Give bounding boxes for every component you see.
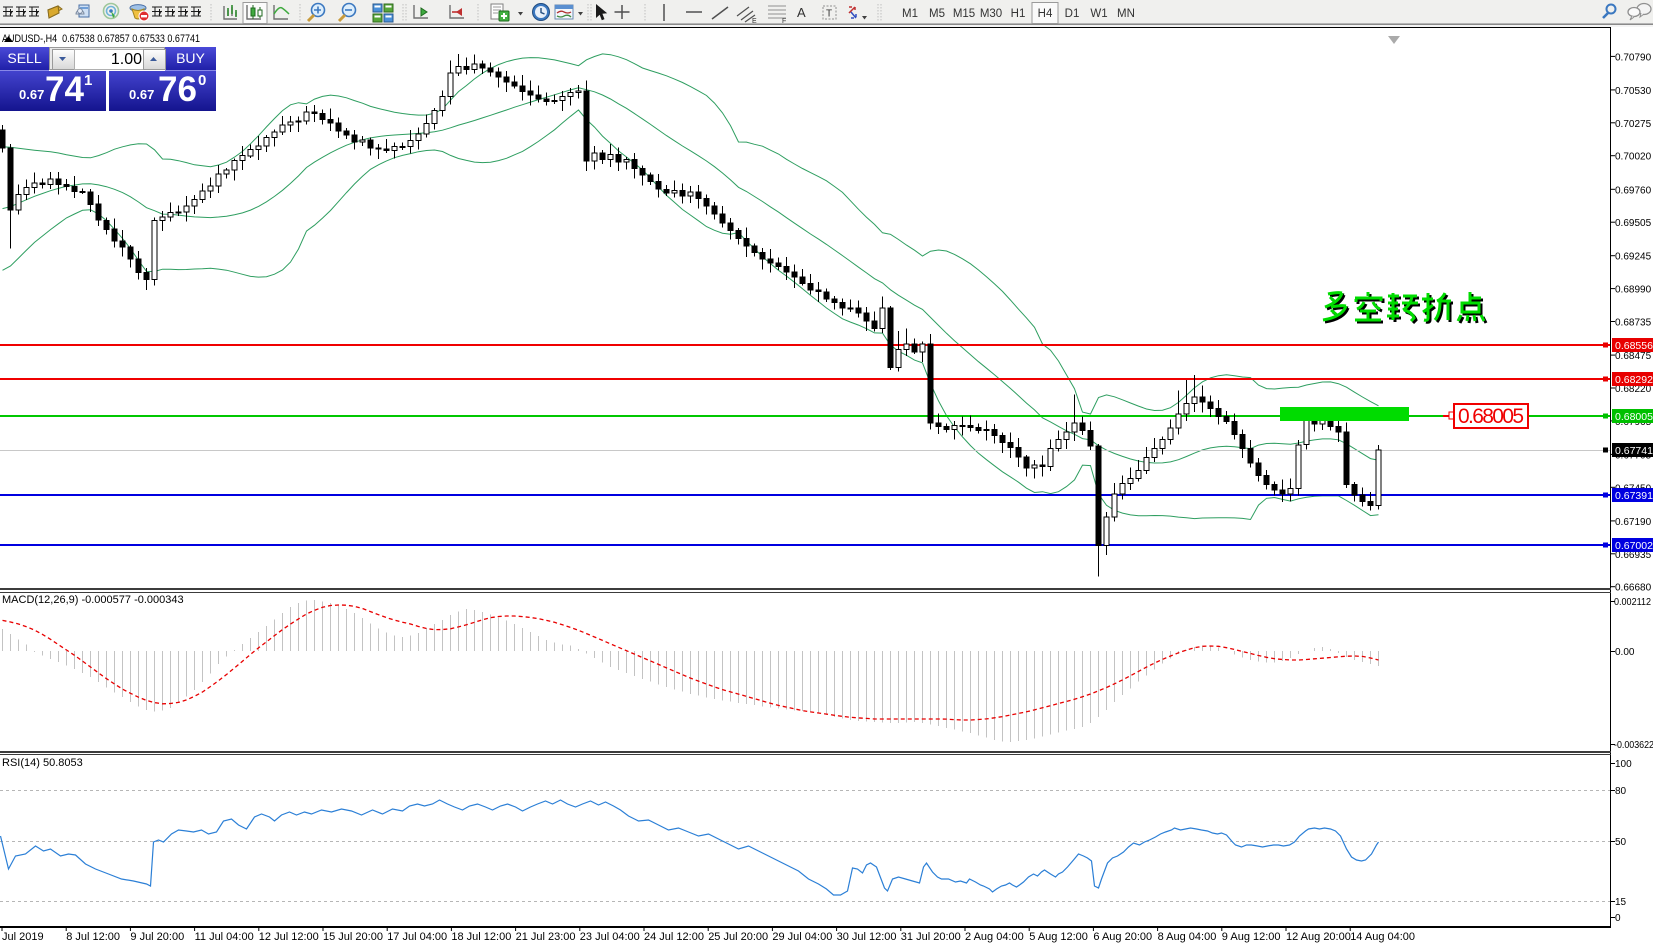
svg-text:14 Aug 04:00: 14 Aug 04:00	[1350, 931, 1415, 943]
svg-text:0.68735: 0.68735	[1615, 318, 1652, 329]
svg-text:H4: H4	[1038, 8, 1053, 20]
svg-text:0.68556: 0.68556	[1615, 340, 1653, 352]
svg-text:18 Jul 12:00: 18 Jul 12:00	[451, 931, 511, 943]
svg-text:100: 100	[1615, 759, 1632, 770]
svg-text:17 Jul 04:00: 17 Jul 04:00	[387, 931, 447, 943]
svg-text:15 Jul 20:00: 15 Jul 20:00	[323, 931, 383, 943]
svg-text:23 Jul 04:00: 23 Jul 04:00	[580, 931, 640, 943]
svg-text:0.70020: 0.70020	[1615, 152, 1652, 163]
svg-text:2 Aug 04:00: 2 Aug 04:00	[965, 931, 1024, 943]
svg-text:M5: M5	[929, 8, 945, 20]
svg-text:31 Jul 20:00: 31 Jul 20:00	[901, 931, 961, 943]
svg-text:50: 50	[1615, 837, 1627, 848]
svg-text:0.66680: 0.66680	[1615, 583, 1652, 594]
svg-text:0.67002: 0.67002	[1615, 540, 1653, 552]
svg-text:11 Jul 04:00: 11 Jul 04:00	[195, 931, 254, 943]
svg-text:-0.003622: -0.003622	[1614, 740, 1653, 751]
svg-text:0: 0	[1615, 913, 1621, 924]
svg-text:8 Jul 12:00: 8 Jul 12:00	[66, 931, 120, 943]
svg-text:21 Jul 23:00: 21 Jul 23:00	[516, 931, 576, 943]
svg-text:F: F	[782, 18, 786, 25]
svg-text:AUDUSD-,H4 0.67538 0.67857 0.: AUDUSD-,H4 0.67538 0.67857 0.67533 0.677…	[2, 33, 200, 45]
svg-text:0.70790: 0.70790	[1615, 52, 1652, 63]
svg-text:0.68990: 0.68990	[1615, 285, 1652, 296]
svg-text:H1: H1	[1011, 8, 1026, 20]
svg-text:T: T	[826, 9, 832, 20]
svg-text:RSI(14) 50.8053: RSI(14) 50.8053	[2, 757, 83, 769]
svg-text:0.67391: 0.67391	[1615, 490, 1653, 502]
svg-text:0.68005: 0.68005	[1615, 411, 1653, 423]
svg-text:0.002112: 0.002112	[1614, 597, 1651, 608]
svg-text:0.70530: 0.70530	[1615, 86, 1652, 97]
svg-text:0.67190: 0.67190	[1615, 517, 1652, 528]
svg-text:A: A	[797, 5, 806, 20]
svg-text:30 Jul 12:00: 30 Jul 12:00	[837, 931, 897, 943]
svg-text:0.66935: 0.66935	[1615, 550, 1652, 561]
svg-text:12 Aug 20:00: 12 Aug 20:00	[1286, 931, 1351, 943]
svg-text:9 Aug 12:00: 9 Aug 12:00	[1222, 931, 1281, 943]
svg-text:8 Aug 04:00: 8 Aug 04:00	[1158, 931, 1217, 943]
svg-text:15: 15	[1615, 897, 1627, 908]
svg-text:0.68475: 0.68475	[1615, 351, 1652, 362]
svg-text:9 Jul 20:00: 9 Jul 20:00	[130, 931, 184, 943]
svg-text:0.69245: 0.69245	[1615, 252, 1652, 263]
svg-text:0.68220: 0.68220	[1615, 384, 1652, 395]
svg-text:M1: M1	[902, 8, 918, 20]
svg-text:W1: W1	[1090, 8, 1107, 20]
svg-text:0.69760: 0.69760	[1615, 185, 1652, 196]
svg-text:6 Aug 20:00: 6 Aug 20:00	[1093, 931, 1152, 943]
svg-text:0.00: 0.00	[1615, 647, 1635, 658]
svg-text:12 Jul 12:00: 12 Jul 12:00	[259, 931, 319, 943]
svg-text:29 Jul 04:00: 29 Jul 04:00	[772, 931, 832, 943]
svg-text:M15: M15	[953, 8, 975, 20]
svg-text:MN: MN	[1117, 8, 1135, 20]
svg-text:MACD(12,26,9) -0.000577 -0.000: MACD(12,26,9) -0.000577 -0.000343	[2, 594, 184, 606]
svg-text:0.67741: 0.67741	[1615, 445, 1653, 457]
svg-text:25 Jul 20:00: 25 Jul 20:00	[708, 931, 768, 943]
svg-text:D1: D1	[1065, 8, 1080, 20]
svg-text:24 Jul 12:00: 24 Jul 12:00	[644, 931, 704, 943]
svg-text:E: E	[752, 18, 757, 25]
svg-text:M30: M30	[980, 8, 1002, 20]
svg-text:0.70275: 0.70275	[1615, 119, 1652, 130]
svg-text:80: 80	[1615, 786, 1627, 797]
svg-text:0.68292: 0.68292	[1615, 374, 1653, 386]
svg-text:0.69505: 0.69505	[1615, 218, 1652, 229]
svg-text:Jul 2019: Jul 2019	[2, 931, 44, 943]
svg-text:0.68005: 0.68005	[1458, 405, 1524, 428]
svg-text:5 Aug 12:00: 5 Aug 12:00	[1029, 931, 1088, 943]
